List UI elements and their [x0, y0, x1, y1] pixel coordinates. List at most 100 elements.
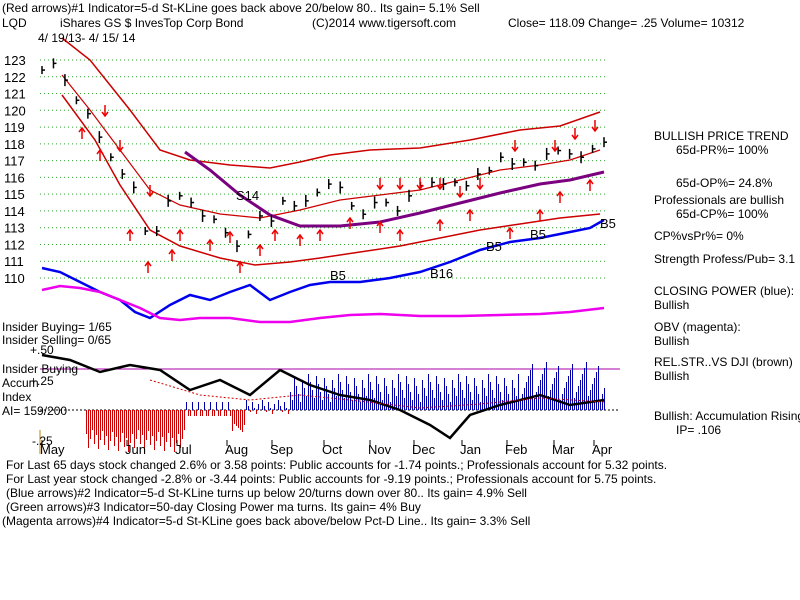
accum-bar — [234, 410, 235, 424]
accum-bar — [190, 410, 191, 416]
arrow-head — [551, 146, 559, 153]
closing-power-value: Bullish — [654, 298, 690, 312]
accum-bar — [424, 388, 425, 410]
accum-bar — [90, 410, 91, 439]
y-tick-117: 117 — [4, 154, 25, 169]
rel-str-value: Bullish — [654, 369, 690, 383]
accum-bar — [244, 410, 245, 425]
accum-bar — [102, 410, 103, 431]
footer-line-1: For Last 65 days stock changed 2.6% or 3… — [6, 458, 668, 472]
accum-bar — [266, 410, 267, 412]
date-range: 4/ 19/13- 4/ 15/ 14 — [38, 31, 136, 45]
annotation-b5: B5 — [330, 268, 346, 283]
insider-selling: Insider Selling= 0/65 — [2, 333, 112, 347]
accum-bar — [354, 378, 355, 410]
accum-bar — [548, 396, 549, 410]
accum-bar — [436, 376, 437, 410]
y-tick-110: 110 — [4, 271, 25, 286]
arrow-head — [271, 228, 279, 235]
accum-bar — [210, 402, 211, 410]
accum-bar — [194, 410, 195, 416]
professionals-label: Professionals are bullish — [654, 193, 785, 207]
y-tick-114: 114 — [4, 204, 25, 219]
accum-bar — [112, 410, 113, 432]
accum-bar — [376, 376, 377, 410]
red-up-arrow — [126, 228, 134, 241]
accum-bar — [514, 388, 515, 410]
accum-bar — [256, 410, 257, 414]
footer-line-5: (Magenta arrows)#4 Indicator=5-d St-KLin… — [2, 514, 531, 528]
accum-bar — [462, 390, 463, 410]
accum-bar — [558, 366, 559, 410]
y-tick-115: 115 — [4, 187, 25, 202]
op-value: 65d-OP%= 24.8% — [676, 176, 773, 190]
red-up-arrow — [96, 148, 104, 161]
accum-bar — [410, 392, 411, 410]
red-down-arrow — [146, 185, 154, 198]
accum-bar — [264, 406, 265, 410]
red-down-arrow — [396, 178, 404, 191]
accum-bar — [318, 384, 319, 410]
security-name: iShares GS $ InvesTop Corp Bond — [60, 16, 244, 30]
lower-band — [61, 94, 601, 266]
index-label: Index — [2, 390, 32, 404]
accum-bar — [458, 374, 459, 410]
accum-bar — [238, 410, 239, 428]
arrow-head — [176, 228, 184, 235]
red-up-arrow — [436, 218, 444, 231]
accum-bar — [292, 400, 293, 410]
red-up-arrow — [296, 233, 304, 246]
accum-bar — [598, 366, 599, 410]
accum-bar — [208, 410, 209, 416]
accum-label: Accum — [2, 376, 39, 390]
accum-bar — [332, 380, 333, 410]
pr-value: 65d-PR%= 100% — [676, 143, 769, 157]
ai-value: AI= 159/200 — [2, 404, 68, 418]
accum-bar — [306, 396, 307, 410]
accum-bar — [160, 410, 161, 446]
accum-bar — [362, 380, 363, 410]
accum-bar — [460, 382, 461, 410]
accum-bar — [408, 384, 409, 410]
accum-bar — [122, 410, 123, 433]
arrow-head — [296, 233, 304, 240]
accum-bar — [446, 386, 447, 410]
accum-bar — [434, 398, 435, 410]
arrow-head — [96, 148, 104, 155]
arrow-head — [206, 238, 214, 245]
accum-bar — [378, 384, 379, 410]
insider-buying: Insider Buying= 1/65 — [2, 320, 112, 334]
red-down-arrow — [571, 128, 579, 141]
arrow-head — [396, 228, 404, 235]
accum-bar — [402, 390, 403, 410]
accum-bar — [258, 404, 259, 410]
accum-bar — [136, 410, 137, 439]
accum-bar — [86, 410, 87, 434]
accum-bar — [154, 410, 155, 450]
accum-bar — [206, 410, 207, 416]
red-up-arrow — [556, 190, 564, 203]
accum-bar — [358, 394, 359, 410]
red-up-arrow — [346, 216, 354, 229]
accum-bar — [442, 400, 443, 410]
accum-bar — [428, 374, 429, 410]
arrow-head — [511, 146, 519, 153]
accum-bar — [392, 380, 393, 410]
accum-bar — [526, 382, 527, 410]
footer-line-3: (Blue arrows)#2 Indicator=5-d St-KLine t… — [6, 486, 527, 500]
accum-bar — [566, 382, 567, 410]
accum-bar — [236, 410, 237, 426]
accum-bar — [426, 396, 427, 410]
arrow-head — [226, 230, 234, 237]
accum-bar — [326, 386, 327, 410]
accum-bar — [400, 382, 401, 410]
accum-bar — [320, 392, 321, 410]
accum-bar — [490, 382, 491, 410]
accum-bar — [482, 380, 483, 410]
red-arrows-legend: (Red arrows)#1 Indicator=5-d St-KLine go… — [2, 1, 480, 15]
accum-bar — [304, 388, 305, 410]
accum-bar — [184, 410, 185, 430]
accum-bar — [138, 410, 139, 430]
accum-bar — [226, 410, 227, 416]
accum-bar — [394, 388, 395, 410]
